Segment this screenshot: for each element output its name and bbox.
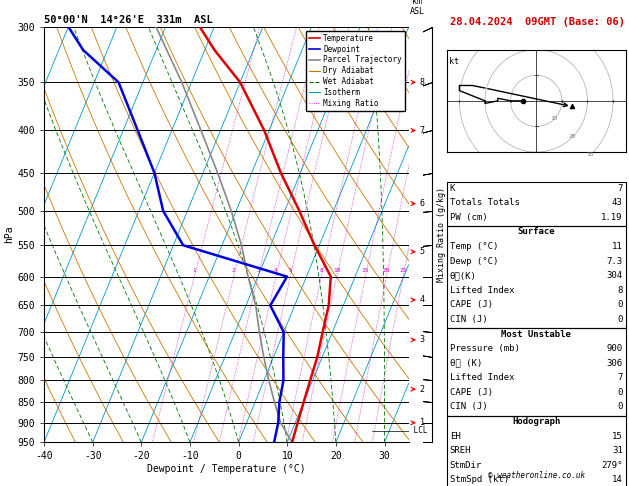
Text: 10: 10 — [550, 116, 558, 122]
Text: 2: 2 — [420, 385, 425, 394]
Text: km
ASL: km ASL — [410, 0, 425, 16]
Text: 306: 306 — [606, 359, 623, 368]
Text: 7: 7 — [617, 373, 623, 382]
Text: CAPE (J): CAPE (J) — [450, 388, 493, 397]
Text: StmDir: StmDir — [450, 461, 482, 470]
Text: Pressure (mb): Pressure (mb) — [450, 344, 520, 353]
Text: 20: 20 — [569, 134, 576, 139]
Text: © weatheronline.co.uk: © weatheronline.co.uk — [487, 471, 585, 480]
Text: 1: 1 — [192, 268, 196, 273]
Text: 11: 11 — [612, 242, 623, 251]
Text: PW (cm): PW (cm) — [450, 213, 487, 222]
Text: Hodograph: Hodograph — [512, 417, 560, 426]
Text: θᴄ (K): θᴄ (K) — [450, 359, 482, 368]
Text: LCL: LCL — [409, 426, 427, 435]
Text: Dewp (°C): Dewp (°C) — [450, 257, 498, 266]
Text: Most Unstable: Most Unstable — [501, 330, 571, 339]
Text: 28.04.2024  09GMT (Base: 06): 28.04.2024 09GMT (Base: 06) — [450, 17, 625, 27]
Text: 8: 8 — [420, 78, 425, 87]
Text: 7: 7 — [420, 126, 425, 135]
Text: Surface: Surface — [518, 227, 555, 237]
Text: 304: 304 — [606, 271, 623, 280]
Text: 7: 7 — [617, 184, 623, 193]
Text: 1.19: 1.19 — [601, 213, 623, 222]
Text: 0: 0 — [617, 315, 623, 324]
Text: Temp (°C): Temp (°C) — [450, 242, 498, 251]
Text: 900: 900 — [606, 344, 623, 353]
Text: 15: 15 — [362, 268, 369, 273]
Text: 5: 5 — [289, 268, 292, 273]
Text: StmSpd (kt): StmSpd (kt) — [450, 475, 509, 485]
Text: Mixing Ratio (g/kg): Mixing Ratio (g/kg) — [437, 187, 446, 282]
Text: 20: 20 — [382, 268, 390, 273]
Text: 8: 8 — [320, 268, 323, 273]
Text: 279°: 279° — [601, 461, 623, 470]
Text: 0: 0 — [617, 388, 623, 397]
Text: 4: 4 — [420, 295, 425, 304]
Text: θᴄ(K): θᴄ(K) — [450, 271, 477, 280]
Text: CIN (J): CIN (J) — [450, 315, 487, 324]
Text: 0: 0 — [617, 402, 623, 412]
Text: K: K — [450, 184, 455, 193]
Text: 3: 3 — [256, 268, 260, 273]
Legend: Temperature, Dewpoint, Parcel Trajectory, Dry Adiabat, Wet Adiabat, Isotherm, Mi: Temperature, Dewpoint, Parcel Trajectory… — [306, 31, 405, 111]
Text: Lifted Index: Lifted Index — [450, 286, 515, 295]
Text: 8: 8 — [617, 286, 623, 295]
Text: 0: 0 — [617, 300, 623, 310]
Text: 5: 5 — [420, 247, 425, 256]
Text: CAPE (J): CAPE (J) — [450, 300, 493, 310]
Text: SREH: SREH — [450, 446, 471, 455]
Text: 3: 3 — [420, 335, 425, 344]
Text: 31: 31 — [612, 446, 623, 455]
Text: kt: kt — [449, 57, 459, 66]
Text: 2: 2 — [232, 268, 236, 273]
X-axis label: Dewpoint / Temperature (°C): Dewpoint / Temperature (°C) — [147, 464, 306, 474]
Text: 43: 43 — [612, 198, 623, 208]
Text: 25: 25 — [399, 268, 407, 273]
Text: 30: 30 — [586, 152, 594, 157]
Text: Lifted Index: Lifted Index — [450, 373, 515, 382]
Text: EH: EH — [450, 432, 460, 441]
Text: 10: 10 — [333, 268, 340, 273]
Text: 50°00'N  14°26'E  331m  ASL: 50°00'N 14°26'E 331m ASL — [44, 15, 213, 25]
Text: Totals Totals: Totals Totals — [450, 198, 520, 208]
Text: 7.3: 7.3 — [606, 257, 623, 266]
Y-axis label: hPa: hPa — [4, 226, 14, 243]
Text: CIN (J): CIN (J) — [450, 402, 487, 412]
Text: 1: 1 — [420, 418, 425, 427]
Text: 6: 6 — [420, 199, 425, 208]
Text: 14: 14 — [612, 475, 623, 485]
Text: 4: 4 — [274, 268, 278, 273]
Text: 15: 15 — [612, 432, 623, 441]
